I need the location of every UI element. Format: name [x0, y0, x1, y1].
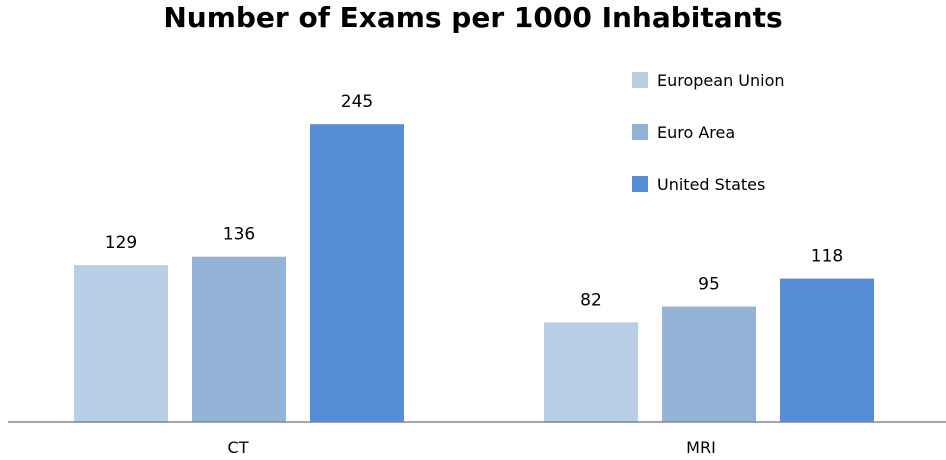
bar-mri-s0	[544, 322, 638, 422]
bars-group: 129 82 136 95 245 118	[74, 92, 874, 422]
legend: European Union Euro Area United States	[632, 71, 785, 194]
legend-label-s2: United States	[657, 175, 765, 194]
bar-ct-s0	[74, 265, 168, 422]
data-label-mri-s0: 82	[580, 290, 602, 310]
legend-label-s1: Euro Area	[657, 123, 735, 142]
data-label-ct-s2: 245	[341, 92, 373, 112]
category-label-mri: MRI	[686, 438, 716, 457]
legend-swatch-s0	[632, 72, 648, 88]
category-labels: CT MRI	[228, 438, 716, 457]
legend-swatch-s2	[632, 176, 648, 192]
legend-swatch-s1	[632, 124, 648, 140]
category-label-ct: CT	[228, 438, 249, 457]
data-label-ct-s1: 136	[223, 225, 255, 245]
legend-label-s0: European Union	[657, 71, 785, 90]
bar-mri-s2	[780, 278, 874, 422]
chart-title: Number of Exams per 1000 Inhabitants	[163, 1, 782, 34]
data-label-ct-s0: 129	[105, 233, 137, 253]
bar-ct-s1	[192, 256, 286, 422]
data-label-mri-s1: 95	[698, 275, 720, 295]
bar-ct-s2	[310, 124, 404, 422]
bar-mri-s1	[662, 306, 756, 422]
data-label-mri-s2: 118	[811, 247, 843, 267]
